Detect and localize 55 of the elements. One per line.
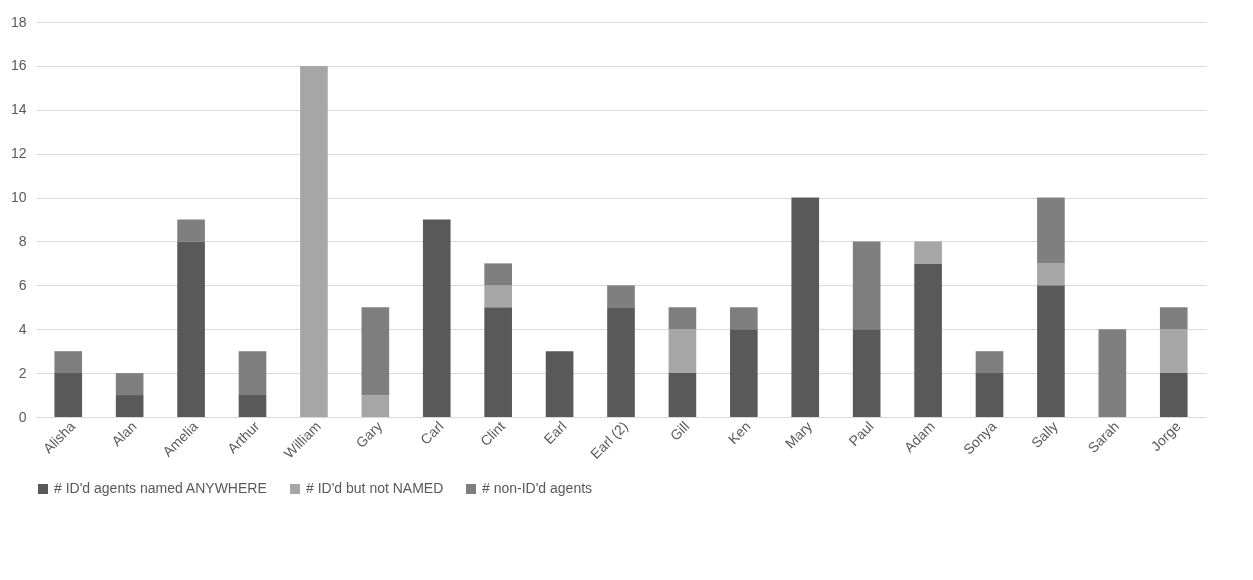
bar bbox=[730, 329, 758, 417]
bar bbox=[1098, 329, 1127, 417]
bar bbox=[668, 329, 697, 374]
bar bbox=[484, 307, 512, 417]
x-tick-label: Gill bbox=[666, 418, 693, 444]
legend-label: # ID'd but not NAMED bbox=[306, 480, 444, 496]
bar bbox=[1159, 373, 1188, 417]
bar bbox=[484, 263, 512, 286]
bar bbox=[115, 373, 144, 396]
bar bbox=[791, 197, 820, 417]
bar bbox=[852, 329, 881, 417]
x-tick-label: Clint bbox=[476, 418, 509, 450]
bar bbox=[177, 219, 205, 242]
bar bbox=[300, 65, 328, 417]
bar bbox=[361, 307, 390, 396]
y-tick-label: 8 bbox=[18, 232, 27, 249]
x-tick-label: Ken bbox=[724, 418, 754, 448]
bar bbox=[422, 219, 451, 417]
bar bbox=[730, 307, 758, 330]
bar bbox=[668, 307, 697, 330]
bar bbox=[115, 395, 144, 417]
bar bbox=[914, 263, 942, 417]
bar bbox=[975, 373, 1004, 417]
bar bbox=[1037, 197, 1065, 264]
bar bbox=[238, 351, 267, 396]
bar bbox=[361, 395, 390, 417]
y-tick-label: 14 bbox=[10, 101, 27, 118]
bar bbox=[975, 351, 1004, 374]
y-tick-label: 10 bbox=[10, 189, 27, 206]
x-tick-label: Carl bbox=[417, 418, 447, 448]
y-tick-label: 2 bbox=[18, 364, 27, 381]
bar bbox=[54, 351, 83, 374]
y-tick-label: 16 bbox=[10, 57, 27, 74]
bar bbox=[1037, 285, 1065, 417]
bar bbox=[607, 285, 635, 308]
y-tick-label: 12 bbox=[10, 145, 27, 162]
bar bbox=[54, 373, 83, 417]
y-tick-label: 18 bbox=[10, 13, 27, 30]
x-tick-label: Earl bbox=[540, 418, 570, 448]
bar bbox=[1159, 329, 1188, 374]
bar bbox=[1037, 263, 1065, 286]
bar bbox=[545, 351, 574, 417]
bar bbox=[484, 285, 512, 308]
y-tick-label: 4 bbox=[18, 320, 27, 337]
legend-label: # ID'd agents named ANYWHERE bbox=[54, 480, 267, 496]
bar bbox=[607, 307, 635, 417]
bar bbox=[1159, 307, 1188, 330]
bar bbox=[914, 241, 942, 264]
legend-label: # non-ID'd agents bbox=[482, 480, 593, 496]
y-tick-label: 0 bbox=[18, 408, 27, 425]
bar bbox=[177, 241, 205, 417]
y-tick-label: 6 bbox=[18, 276, 27, 293]
bar bbox=[852, 241, 881, 330]
bar bbox=[668, 373, 697, 417]
bar bbox=[238, 395, 267, 417]
